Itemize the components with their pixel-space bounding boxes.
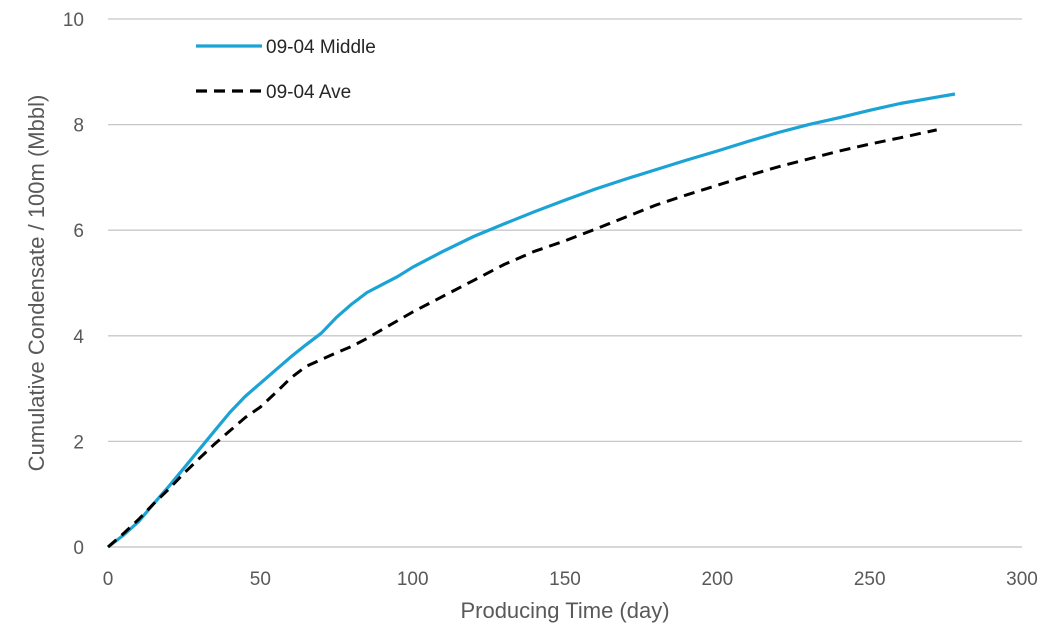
y-tick-label: 4 — [73, 327, 84, 348]
legend-label-1: 09-04 Middle — [266, 37, 376, 58]
x-tick-label: 250 — [854, 569, 886, 590]
x-tick-labels: 0 50 100 150 200 250 300 — [103, 569, 1038, 590]
y-tick-label: 8 — [73, 116, 84, 137]
y-tick-label: 2 — [73, 432, 84, 453]
x-tick-label: 300 — [1006, 569, 1038, 590]
y-tick-label: 10 — [63, 10, 84, 31]
series-lines — [107, 92, 956, 549]
legend-label-2: 09-04 Ave — [266, 82, 351, 103]
y-tick-label: 6 — [73, 221, 84, 242]
x-tick-label: 0 — [103, 569, 114, 590]
x-tick-label: 200 — [701, 569, 733, 590]
y-axis-title: Cumulative Condensate / 100m (Mbbl) — [24, 95, 49, 472]
series-line-1 — [107, 92, 956, 549]
x-axis-title: Producing Time (day) — [460, 598, 669, 623]
y-tick-label: 0 — [73, 538, 84, 559]
y-tick-labels: 0 2 4 6 8 10 — [63, 10, 85, 559]
legend: 09-04 Middle 09-04 Ave — [196, 37, 376, 103]
x-tick-label: 150 — [549, 569, 581, 590]
x-tick-label: 100 — [397, 569, 429, 590]
series-line-2 — [107, 128, 938, 549]
gridlines — [108, 18, 1022, 443]
x-tick-label: 50 — [250, 569, 271, 590]
